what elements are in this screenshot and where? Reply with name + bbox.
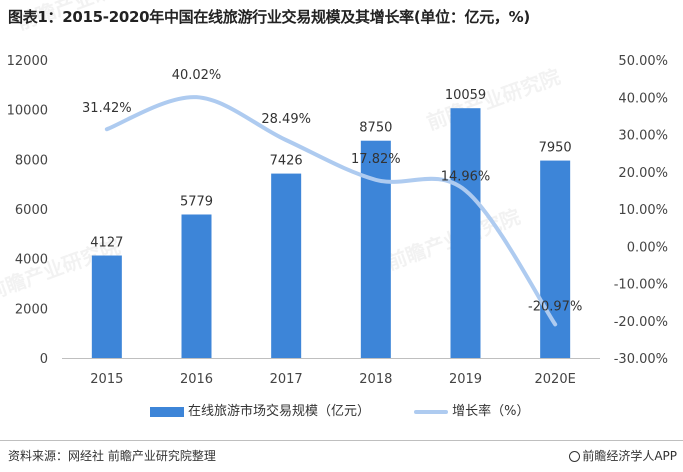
x-tick-label: 2020E [535, 372, 576, 387]
y-left-tick-label: 6000 [15, 203, 48, 218]
y-right-tick-label: 50.00% [618, 54, 668, 69]
x-axis: 2015 2016 2017 2018 2019 2020E [62, 359, 600, 388]
line-data-label: 40.02% [172, 68, 222, 83]
credit-note: 前瞻经济学人APP [569, 447, 677, 464]
y-right-tick-label: 40.00% [618, 91, 668, 106]
brand-logo-icon [569, 451, 580, 462]
line-data-label: 17.82% [351, 152, 401, 167]
chart-canvas: 前瞻产业研究院前瞻产业研究院前瞻产业研究院前瞻产业研究院 02000400060… [0, 0, 683, 440]
y-left-tick-label: 12000 [7, 54, 48, 69]
bar [361, 141, 391, 358]
line-data-label: 31.42% [82, 101, 132, 116]
y-left-tick-label: 10000 [7, 104, 48, 119]
y-left-tick-label: 8000 [15, 153, 48, 168]
bar-data-label: 8750 [359, 121, 392, 136]
y-left-tick-label: 0 [40, 352, 48, 367]
y-right-tick-label: 20.00% [618, 166, 668, 181]
bar [540, 161, 570, 358]
bar-data-label: 10059 [445, 88, 486, 103]
y-right-tick-label: -30.00% [614, 352, 668, 367]
x-tick-label: 2019 [449, 372, 482, 387]
source-note: 资料来源：网经社 前瞻产业研究院整理 [8, 447, 216, 464]
left-axis: 0 2000 4000 6000 8000 10000 12000 [7, 54, 48, 367]
bar-data-label: 7426 [270, 154, 303, 169]
x-tick-label: 2016 [180, 372, 213, 387]
bar [451, 108, 481, 358]
line-series [107, 97, 556, 324]
line-data-label: 14.96% [441, 170, 491, 185]
bar-data-label: 5779 [180, 194, 213, 209]
x-tick-label: 2018 [359, 372, 392, 387]
watermark-text: 前瞻产业研究院 [14, 0, 154, 35]
y-right-tick-label: -10.00% [614, 278, 668, 293]
legend-line-swatch [414, 410, 448, 414]
x-tick-label: 2017 [270, 372, 303, 387]
growth-rate-line [107, 97, 555, 324]
y-left-tick-label: 2000 [15, 302, 48, 317]
line-data-label: 28.49% [261, 112, 311, 127]
y-right-tick-label: 10.00% [618, 203, 668, 218]
y-left-tick-label: 4000 [15, 253, 48, 268]
y-right-tick-label: -20.00% [614, 315, 668, 330]
legend: 在线旅游市场交易规模（亿元） 增长率（%） [150, 400, 570, 419]
legend-bar-swatch [150, 407, 184, 417]
legend-label-growth: 增长率（%） [452, 404, 529, 419]
footer: 资料来源：网经社 前瞻产业研究院整理 前瞻经济学人APP [0, 440, 683, 472]
credit-text: 前瞻经济学人APP [582, 449, 677, 463]
bar-data-label: 7950 [539, 141, 572, 156]
legend-item-scale[interactable]: 在线旅游市场交易规模（亿元） [150, 400, 370, 419]
legend-item-growth[interactable]: 增长率（%） [414, 400, 529, 419]
right-axis: -30.00% -20.00% -10.00% 0.00% 10.00% 20.00% 30… [614, 54, 668, 367]
bar [182, 214, 212, 358]
bar [271, 174, 301, 358]
x-tick-label: 2015 [90, 372, 123, 387]
y-right-tick-label: 0.00% [627, 240, 668, 255]
line-data-label: -20.97% [528, 299, 582, 314]
bar [92, 256, 122, 358]
bar-data-label: 4127 [90, 236, 123, 251]
legend-label-scale: 在线旅游市场交易规模（亿元） [188, 404, 370, 419]
y-right-tick-label: 30.00% [618, 129, 668, 144]
